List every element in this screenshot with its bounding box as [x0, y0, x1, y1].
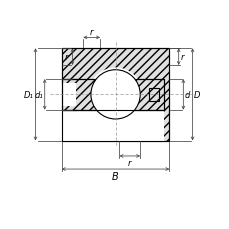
- Text: r: r: [65, 53, 68, 62]
- Text: r: r: [90, 28, 93, 37]
- Bar: [61, 80, 163, 110]
- Text: D: D: [193, 90, 200, 99]
- Text: r: r: [180, 53, 184, 62]
- Circle shape: [90, 70, 140, 120]
- Bar: [61, 83, 75, 106]
- Text: B: B: [112, 172, 118, 182]
- Text: r: r: [128, 158, 131, 168]
- Bar: [148, 89, 159, 101]
- Circle shape: [88, 68, 142, 122]
- Bar: [61, 49, 169, 141]
- Text: D₁: D₁: [24, 90, 34, 99]
- Bar: [61, 80, 163, 110]
- Bar: [61, 49, 169, 141]
- Bar: [61, 80, 76, 110]
- Bar: [61, 110, 163, 142]
- Text: d₁: d₁: [34, 90, 43, 99]
- Text: d: d: [184, 90, 189, 99]
